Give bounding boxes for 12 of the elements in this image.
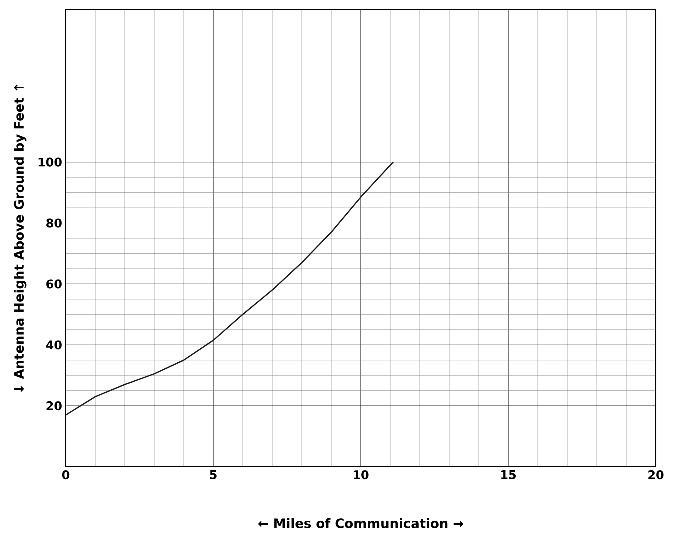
y-tick-label: 80 [46, 218, 62, 228]
y-axis-title: ↓ Antenna Height Above Ground by Feet ↑ [14, 84, 27, 392]
x-tick-label: 10 [354, 470, 369, 480]
y-tick-label: 100 [38, 158, 62, 167]
y-tick-label: 60 [46, 280, 62, 289]
y-tick-label: 40 [46, 340, 62, 350]
y-tick-label: 20 [46, 402, 62, 411]
x-tick-label: 5 [210, 470, 217, 480]
x-axis-title: ← Miles of Communication → [258, 518, 464, 528]
x-tick-label: 0 [62, 470, 70, 480]
x-tick-label: 20 [648, 470, 664, 480]
x-tick-label: 15 [502, 470, 516, 480]
